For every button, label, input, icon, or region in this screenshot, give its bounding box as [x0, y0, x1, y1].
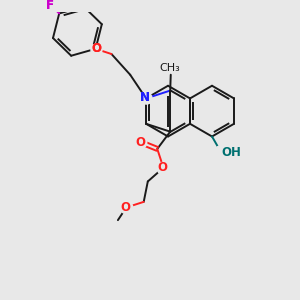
Text: CH₃: CH₃: [159, 63, 180, 73]
Text: F: F: [46, 0, 54, 12]
Text: F: F: [46, 0, 54, 12]
Text: OH: OH: [221, 146, 242, 159]
Text: N: N: [140, 91, 150, 104]
Text: O: O: [158, 161, 168, 174]
Text: O: O: [121, 201, 131, 214]
Text: O: O: [91, 42, 101, 55]
Text: N: N: [140, 91, 150, 104]
Text: O: O: [91, 42, 101, 55]
Text: O: O: [135, 136, 145, 149]
